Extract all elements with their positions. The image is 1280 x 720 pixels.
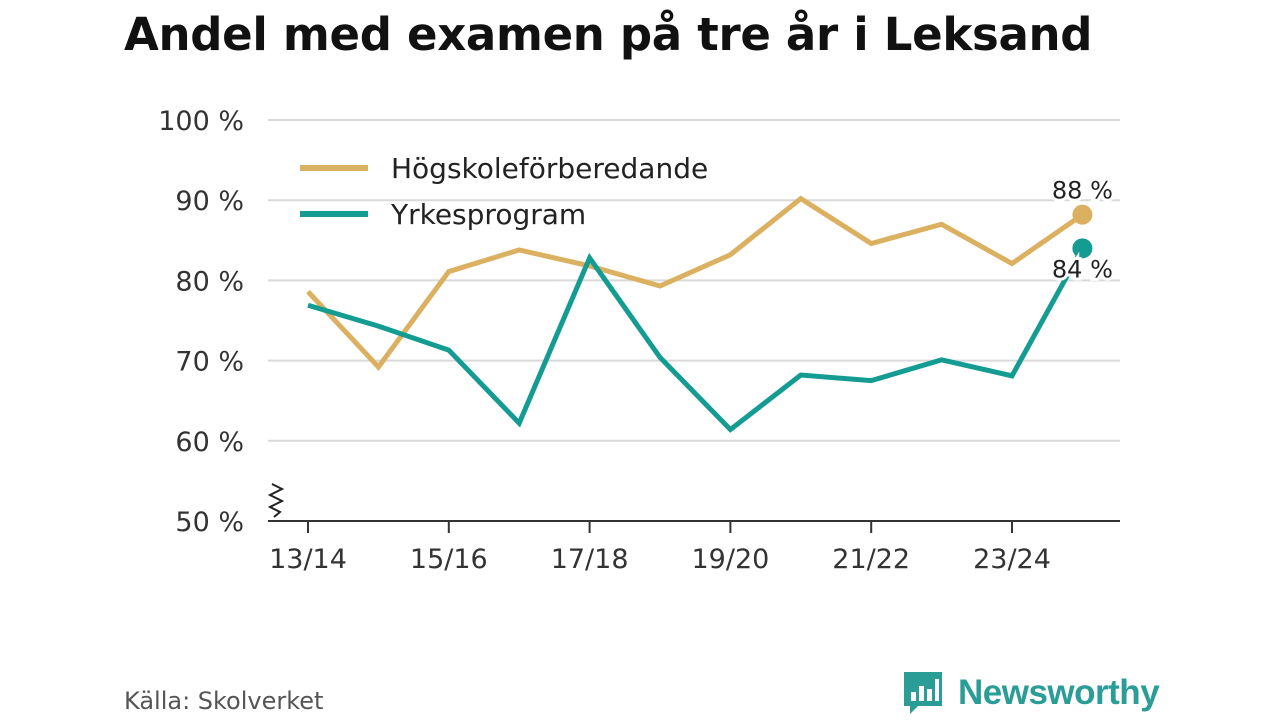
legend: Högskoleförberedande Yrkesprogram [300, 152, 708, 231]
brand-name: Newsworthy [958, 673, 1160, 712]
line-chart: 50 % 60 % 70 % 80 % 90 % 100 % 13/14 15/16 17/1… [158, 106, 1120, 575]
series-end-label: 88 % [1052, 177, 1113, 205]
y-axis-break-icon [267, 483, 285, 518]
y-tick-label: 80 % [175, 266, 244, 297]
legend-label: Högskoleförberedande [391, 152, 708, 185]
x-tick-label: 13/14 [269, 544, 347, 575]
x-tick-label: 19/20 [691, 544, 769, 575]
y-tick-label: 50 % [175, 507, 244, 538]
y-tick-label: 60 % [175, 427, 244, 458]
x-axis-ticks: 13/14 15/16 17/18 19/20 21/22 23/24 [269, 521, 1051, 575]
x-tick-label: 21/22 [832, 544, 910, 575]
legend-label: Yrkesprogram [390, 198, 586, 231]
chart-title: Andel med examen på tre år i Leksand [124, 8, 1093, 61]
y-tick-label: 90 % [175, 186, 244, 217]
source-note: Källa: Skolverket [124, 687, 324, 715]
x-tick-label: 23/24 [973, 544, 1051, 575]
gridlines [268, 119, 1120, 442]
x-axis [267, 483, 1120, 522]
series-end-marker [1072, 238, 1093, 259]
x-tick-label: 15/16 [410, 544, 488, 575]
newsworthy-logo: Newsworthy [902, 670, 1160, 716]
series-end-label: 84 % [1052, 255, 1113, 283]
x-tick-label: 17/18 [551, 544, 629, 575]
y-tick-label: 100 % [158, 106, 244, 137]
bar-chart-bubble-icon [904, 672, 942, 714]
series-line-yrkesprogram [307, 247, 1085, 433]
series-line-hogskoleforberedande [306, 195, 1084, 371]
y-axis-tick-labels: 50 % 60 % 70 % 80 % 90 % 100 % [158, 106, 244, 538]
y-tick-label: 70 % [175, 347, 244, 378]
series-end-marker [1072, 204, 1093, 225]
series-lines: 88 % 84 % [306, 174, 1116, 433]
